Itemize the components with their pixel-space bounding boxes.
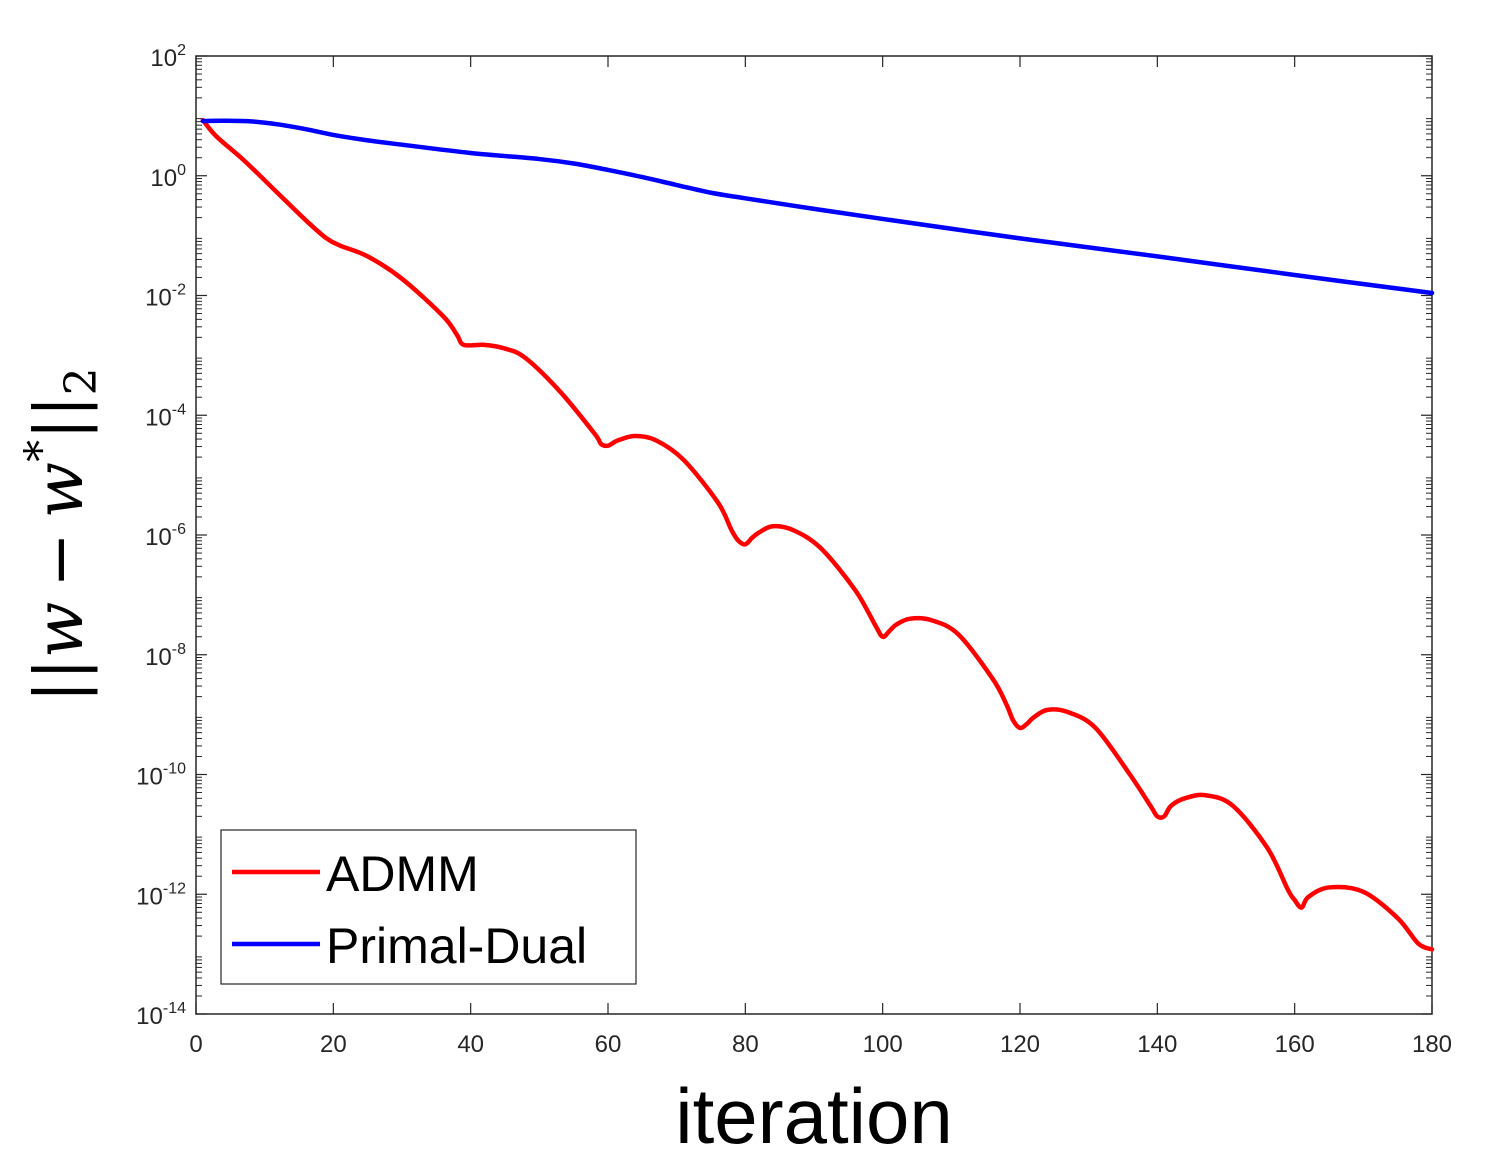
- y-label-variable: w: [21, 602, 98, 659]
- y-tick-label: 10-2: [145, 282, 186, 312]
- y-tick-label: 10-12: [136, 880, 186, 910]
- x-tick-label: 0: [189, 1031, 202, 1058]
- x-tick-label: 80: [732, 1031, 759, 1058]
- x-tick-label: 160: [1275, 1031, 1315, 1058]
- y-label-norm-open: ||: [21, 658, 98, 702]
- y-tick-label: 10-6: [145, 521, 186, 551]
- y-tick-label: 10-14: [136, 1000, 186, 1030]
- y-label-minus: −: [21, 532, 98, 587]
- x-axis-label: iteration: [675, 1072, 953, 1160]
- y-label-star: *: [16, 440, 67, 462]
- y-label-subscript: 2: [56, 367, 107, 395]
- x-tick-label: 40: [457, 1031, 484, 1058]
- svg-text:||w−w*||2: ||w−w*||2: [16, 367, 107, 702]
- series-layer: [200, 117, 1435, 952]
- legend-label-primal-dual: Primal-Dual: [326, 918, 587, 974]
- y-tick-label: 102: [150, 42, 186, 72]
- series-line-primal-dual: [200, 118, 1435, 296]
- y-tick-labels: 10-14 10-12 10-10 10-8 10-6 10-4 10-2 100 102: [136, 42, 186, 1030]
- legend-label-admm: ADMM: [326, 846, 479, 902]
- y-tick-label: 10-8: [145, 641, 186, 671]
- x-tick-label: 60: [595, 1031, 622, 1058]
- y-label-star-variable: w: [21, 462, 98, 519]
- y-axis-label: ||w−w*||2: [16, 367, 107, 702]
- y-tick-label: 100: [150, 162, 186, 192]
- x-tick-label: 140: [1137, 1031, 1177, 1058]
- axis-ticks: [195, 55, 1433, 1015]
- x-tick-label: 20: [320, 1031, 347, 1058]
- y-tick-label: 10-4: [145, 401, 186, 431]
- legend-box: [220, 829, 637, 985]
- y-label-norm-close: ||: [21, 395, 98, 439]
- x-tick-label: 100: [863, 1031, 903, 1058]
- y-tick-label: 10-10: [136, 761, 186, 791]
- x-tick-label: 180: [1412, 1031, 1452, 1058]
- series-line-admm: [200, 117, 1435, 952]
- legend: ADMM Primal-Dual: [220, 829, 637, 985]
- x-tick-labels: 0 20 40 60 80 100 120 140 160 180: [189, 1031, 1452, 1058]
- x-tick-label: 120: [1000, 1031, 1040, 1058]
